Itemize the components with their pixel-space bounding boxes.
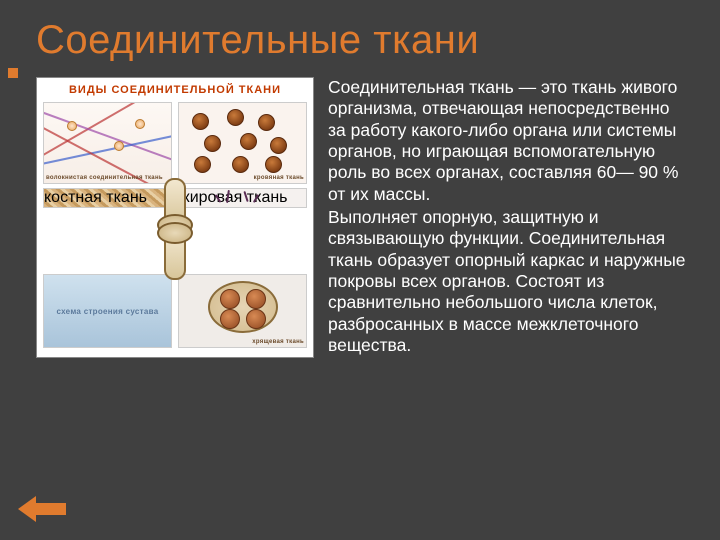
- content-row: ВИДЫ СОЕДИНИТЕЛЬНОЙ ТКАНИ волокнистая со…: [36, 77, 692, 358]
- panel-blood: кровяная ткань: [178, 102, 307, 184]
- title-bullet: [8, 68, 18, 78]
- back-arrow-button[interactable]: [18, 494, 66, 524]
- panel-2-label: кровяная ткань: [254, 175, 304, 181]
- panel-3-label: костная ткань: [44, 189, 147, 206]
- panel-6-label: хрящевая ткань: [252, 339, 304, 345]
- paragraph-1: Соединительная ткань — это ткань живого …: [328, 77, 692, 205]
- tissue-figure: ВИДЫ СОЕДИНИТЕЛЬНОЙ ТКАНИ волокнистая со…: [36, 77, 314, 358]
- figure-caption-title: ВИДЫ СОЕДИНИТЕЛЬНОЙ ТКАНИ: [43, 84, 307, 96]
- slide-title: Соединительные ткани: [36, 18, 692, 63]
- figure-grid: волокнистая соединительная ткань кровяна…: [43, 102, 307, 348]
- arrow-left-icon: [18, 494, 66, 524]
- panel-middle-row: костная ткань жировая ткань: [43, 188, 307, 270]
- joint-diagram: [140, 184, 210, 274]
- panel-joint-scheme: схема строения сустава: [43, 274, 172, 348]
- panel-5-label: схема строения сустава: [56, 307, 158, 316]
- panel-1-label: волокнистая соединительная ткань: [46, 175, 163, 181]
- slide: Соединительные ткани ВИДЫ СОЕДИНИТЕЛЬНОЙ…: [0, 0, 720, 540]
- body-text: Соединительная ткань — это ткань живого …: [328, 77, 692, 358]
- paragraph-2: Выполняет опорную, защитную и связывающу…: [328, 207, 692, 356]
- panel-loose-fibrous: волокнистая соединительная ткань: [43, 102, 172, 184]
- panel-cartilage: хрящевая ткань: [178, 274, 307, 348]
